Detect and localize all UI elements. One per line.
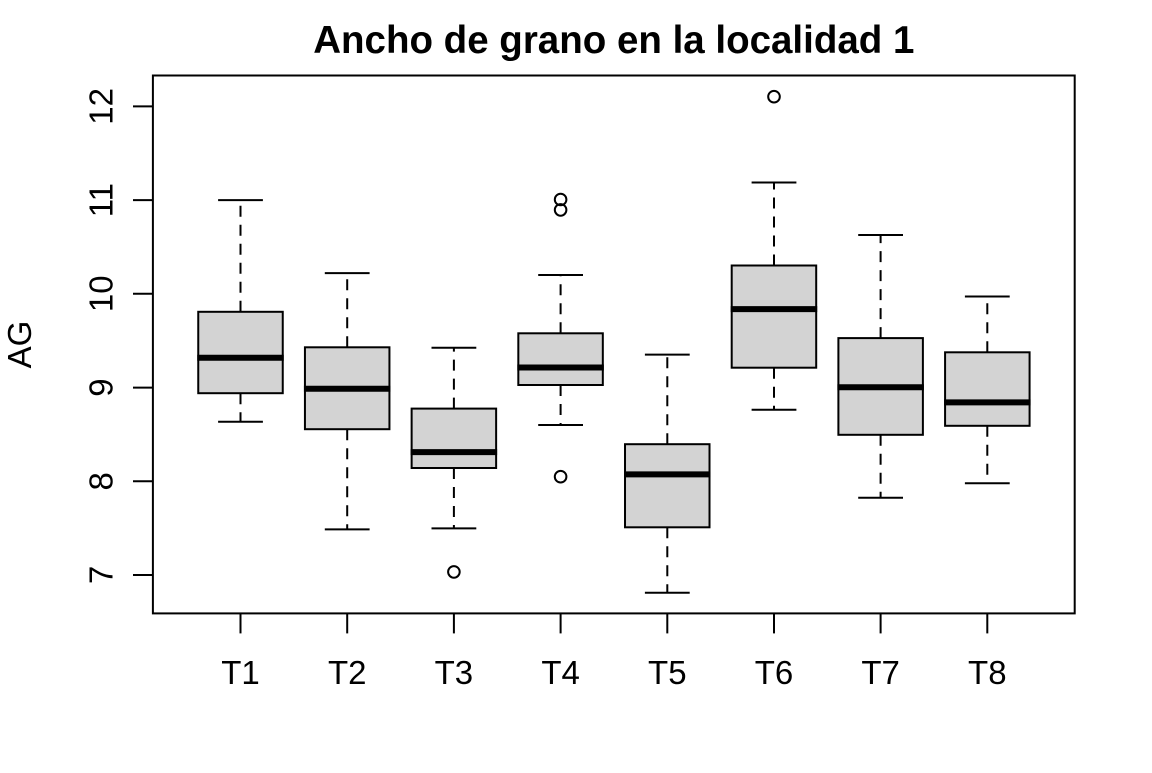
svg-text:T1: T1 <box>221 654 260 691</box>
svg-text:7: 7 <box>83 566 120 584</box>
svg-text:T4: T4 <box>541 654 580 691</box>
svg-text:AG: AG <box>1 321 38 369</box>
svg-text:T2: T2 <box>328 654 367 691</box>
svg-text:12: 12 <box>83 88 120 125</box>
svg-text:T7: T7 <box>861 654 900 691</box>
svg-text:T8: T8 <box>968 654 1007 691</box>
svg-text:T6: T6 <box>755 654 794 691</box>
svg-text:T3: T3 <box>435 654 474 691</box>
svg-text:8: 8 <box>83 472 120 490</box>
svg-text:10: 10 <box>83 275 120 312</box>
svg-text:T5: T5 <box>648 654 687 691</box>
svg-text:Ancho de grano en la localidad: Ancho de grano en la localidad 1 <box>313 19 914 62</box>
svg-text:11: 11 <box>83 183 120 217</box>
svg-text:9: 9 <box>83 378 120 396</box>
